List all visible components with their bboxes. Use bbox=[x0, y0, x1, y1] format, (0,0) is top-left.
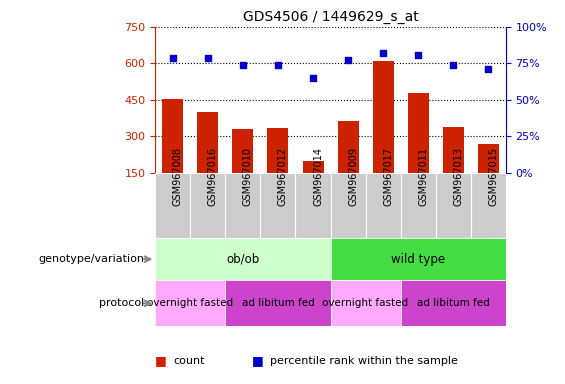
Bar bbox=[442, 127, 464, 173]
Text: genotype/variation: genotype/variation bbox=[38, 254, 144, 264]
Text: overnight fasted: overnight fasted bbox=[147, 298, 233, 308]
Text: GSM967009: GSM967009 bbox=[348, 147, 358, 205]
Text: ad libitum fed: ad libitum fed bbox=[417, 298, 489, 308]
Bar bbox=[407, 93, 429, 173]
Text: GSM967012: GSM967012 bbox=[278, 147, 288, 205]
Text: count: count bbox=[173, 356, 205, 366]
Text: GSM967013: GSM967013 bbox=[453, 147, 463, 205]
Text: GSM967016: GSM967016 bbox=[208, 147, 218, 205]
Text: GSM967015: GSM967015 bbox=[488, 147, 498, 205]
Bar bbox=[331, 238, 506, 280]
Bar bbox=[155, 173, 190, 238]
Bar bbox=[401, 280, 506, 326]
Point bbox=[273, 62, 282, 68]
Point bbox=[168, 55, 177, 61]
Bar bbox=[232, 129, 254, 173]
Point bbox=[449, 62, 458, 68]
Point bbox=[414, 51, 423, 58]
Bar bbox=[225, 173, 260, 238]
Bar bbox=[401, 173, 436, 238]
Text: ob/ob: ob/ob bbox=[227, 253, 259, 266]
Title: GDS4506 / 1449629_s_at: GDS4506 / 1449629_s_at bbox=[242, 10, 419, 25]
Text: ■: ■ bbox=[251, 354, 263, 367]
Bar bbox=[436, 173, 471, 238]
Text: wild type: wild type bbox=[391, 253, 445, 266]
Point bbox=[344, 57, 353, 63]
Bar bbox=[197, 112, 219, 173]
Text: GSM967008: GSM967008 bbox=[173, 147, 183, 205]
Bar bbox=[162, 99, 184, 173]
Point bbox=[308, 75, 318, 81]
Text: ad libitum fed: ad libitum fed bbox=[242, 298, 314, 308]
Text: percentile rank within the sample: percentile rank within the sample bbox=[270, 356, 458, 366]
Bar bbox=[471, 173, 506, 238]
Bar bbox=[366, 173, 401, 238]
Text: GSM967017: GSM967017 bbox=[383, 147, 393, 205]
Bar bbox=[267, 128, 289, 173]
Point bbox=[238, 62, 247, 68]
Bar bbox=[331, 280, 401, 326]
Bar bbox=[295, 173, 331, 238]
Bar bbox=[337, 121, 359, 173]
Bar bbox=[155, 238, 331, 280]
Text: GSM967014: GSM967014 bbox=[313, 147, 323, 205]
Bar bbox=[302, 161, 324, 173]
Text: GSM967010: GSM967010 bbox=[243, 147, 253, 205]
Text: protocol: protocol bbox=[99, 298, 144, 308]
Bar bbox=[190, 173, 225, 238]
Bar bbox=[331, 173, 366, 238]
Bar bbox=[155, 280, 225, 326]
Point bbox=[484, 66, 493, 72]
Point bbox=[379, 50, 388, 56]
Text: overnight fasted: overnight fasted bbox=[323, 298, 408, 308]
Bar bbox=[477, 144, 499, 173]
Bar bbox=[372, 61, 394, 173]
Point bbox=[203, 55, 212, 61]
Text: ■: ■ bbox=[155, 354, 167, 367]
Bar bbox=[225, 280, 331, 326]
Text: GSM967011: GSM967011 bbox=[418, 147, 428, 205]
Bar bbox=[260, 173, 295, 238]
